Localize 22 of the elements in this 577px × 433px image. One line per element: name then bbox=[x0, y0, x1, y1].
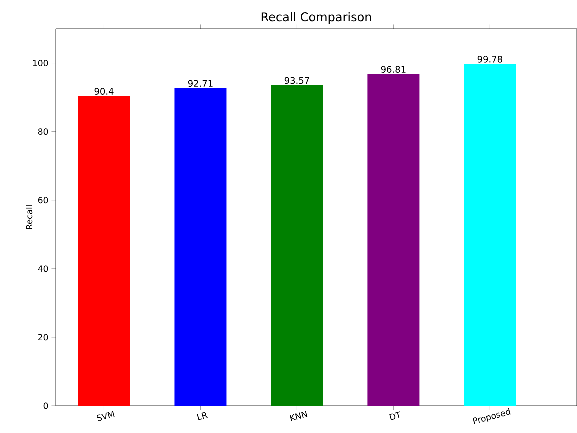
chart-title: Recall Comparison bbox=[262, 12, 372, 24]
y-tick-label: 40 bbox=[38, 266, 48, 272]
bar bbox=[368, 74, 420, 406]
data-label: 93.57 bbox=[284, 77, 310, 84]
bar bbox=[78, 96, 130, 406]
x-tick-label: LR bbox=[197, 412, 208, 420]
data-label: 99.78 bbox=[478, 56, 502, 63]
bar bbox=[271, 85, 324, 406]
x-tick-label: KNN bbox=[290, 411, 308, 422]
y-tick-label: 100 bbox=[33, 60, 48, 66]
bar bbox=[464, 64, 516, 406]
data-label: 92.71 bbox=[188, 80, 213, 88]
bar bbox=[174, 88, 227, 406]
y-tick-label: 80 bbox=[38, 128, 48, 136]
data-label: 90.4 bbox=[94, 88, 114, 95]
x-tick-label: SVM bbox=[97, 411, 115, 422]
data-label: 96.81 bbox=[381, 66, 406, 73]
y-axis-title: Recall bbox=[26, 206, 33, 230]
x-tick-label: DT bbox=[390, 412, 400, 420]
y-tick-label: 20 bbox=[38, 334, 48, 341]
y-tick-label: 0 bbox=[44, 402, 48, 410]
y-tick-label: 60 bbox=[38, 197, 48, 204]
